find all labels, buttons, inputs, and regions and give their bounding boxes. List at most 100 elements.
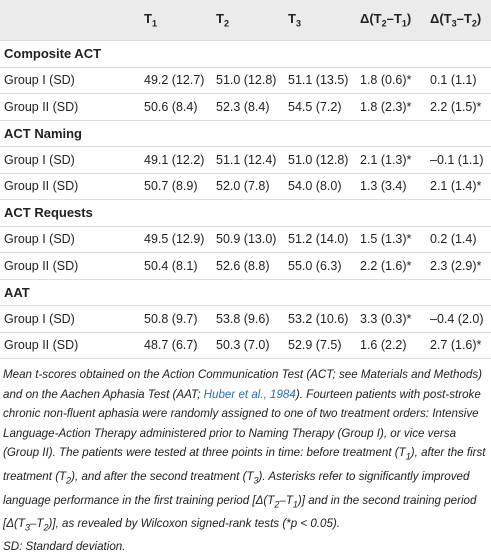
value-cell: 50.7 (8.9): [140, 173, 212, 200]
section-title: ACT Naming: [0, 120, 491, 147]
value-cell: 2.7 (1.6)*: [426, 332, 491, 359]
header-text: Δ(T: [430, 11, 452, 27]
value-cell: 55.0 (6.3): [284, 252, 356, 280]
caption-text: –T: [279, 493, 293, 507]
data-row: Group I (SD) 49.2 (12.7) 51.0 (12.8) 51.1 (…: [0, 67, 491, 94]
caption-text: Mean t-scores obtained on the Action Com…: [3, 368, 483, 401]
value-cell: 53.8 (9.6): [212, 305, 284, 333]
value-cell: 1.3 (3.4): [356, 173, 426, 200]
caption-text: )], as revealed by Wilcoxon signed-rank …: [48, 517, 341, 531]
value-cell: 51.1 (13.5): [284, 67, 356, 94]
subscript: 1: [401, 18, 407, 29]
row-label: Group II (SD): [0, 173, 140, 200]
value-cell: 49.2 (12.7): [140, 67, 212, 94]
section-row: ACT Requests: [0, 199, 491, 227]
section-row: AAT: [0, 279, 491, 306]
column-header: Δ(T3–T2): [426, 0, 491, 41]
value-cell: 0.1 (1.1): [426, 67, 491, 94]
row-label: Group II (SD): [0, 93, 140, 121]
value-cell: 1.8 (2.3)*: [356, 93, 426, 121]
header-text: ): [406, 11, 412, 27]
data-row: Group I (SD) 50.8 (9.7) 53.8 (9.6) 53.2 (10…: [0, 305, 491, 333]
results-table: T1 T2 T3 Δ(T2–T1) Δ(T3–T2) Composite ACT Grou…: [0, 0, 491, 359]
value-cell: 50.9 (13.0): [212, 226, 284, 253]
subscript: 1: [151, 18, 157, 29]
section-row: Composite ACT: [0, 40, 491, 68]
subscript: 1: [405, 451, 411, 462]
column-header: T2: [212, 0, 284, 41]
header-text: –T: [386, 11, 402, 27]
value-cell: –0.4 (2.0): [426, 305, 491, 333]
corner-cell: [0, 0, 140, 41]
row-label: Group I (SD): [0, 226, 140, 253]
caption: Mean t-scores obtained on the Action Com…: [0, 359, 491, 539]
table-body: Composite ACT Group I (SD) 49.2 (12.7) 51.0…: [0, 40, 491, 359]
section-title: AAT: [0, 279, 491, 306]
value-cell: 3.3 (0.3)*: [356, 305, 426, 333]
value-cell: 51.2 (14.0): [284, 226, 356, 253]
column-header: T3: [284, 0, 356, 41]
value-cell: 2.2 (1.6)*: [356, 252, 426, 280]
column-header: T1: [140, 0, 212, 41]
value-cell: 2.1 (1.4)*: [426, 173, 491, 200]
data-row: Group II (SD) 48.7 (6.7) 50.3 (7.0) 52.9 (7…: [0, 332, 491, 359]
value-cell: 49.1 (12.2): [140, 146, 212, 174]
value-cell: 2.3 (2.9)*: [426, 252, 491, 280]
section-row: ACT Naming: [0, 120, 491, 147]
value-cell: 52.3 (8.4): [212, 93, 284, 121]
row-label: Group I (SD): [0, 146, 140, 174]
header-text: T: [288, 11, 296, 27]
value-cell: 1.5 (1.3)*: [356, 226, 426, 253]
value-cell: 50.3 (7.0): [212, 332, 284, 359]
citation[interactable]: Huber et al., 1984: [203, 387, 296, 401]
value-cell: 54.5 (7.2): [284, 93, 356, 121]
value-cell: 52.9 (7.5): [284, 332, 356, 359]
subscript: 3: [451, 18, 457, 29]
section-title: Composite ACT: [0, 40, 491, 68]
value-cell: 53.2 (10.6): [284, 305, 356, 333]
value-cell: 48.7 (6.7): [140, 332, 212, 359]
value-cell: 54.0 (8.0): [284, 173, 356, 200]
value-cell: 50.6 (8.4): [140, 93, 212, 121]
data-row: Group II (SD) 50.6 (8.4) 52.3 (8.4) 54.5 (7…: [0, 93, 491, 121]
header-row: T1 T2 T3 Δ(T2–T1) Δ(T3–T2): [0, 0, 491, 41]
caption-text: ), and after the second treatment (T: [71, 469, 254, 483]
row-label: Group II (SD): [0, 252, 140, 280]
header-text: Δ(T: [360, 11, 382, 27]
subscript: 3: [253, 475, 259, 486]
row-label: Group I (SD): [0, 305, 140, 333]
data-row: Group I (SD) 49.1 (12.2) 51.1 (12.4) 51.0 (…: [0, 146, 491, 174]
value-cell: –0.1 (1.1): [426, 146, 491, 174]
header-text: –T: [456, 11, 472, 27]
header-text: ): [476, 11, 482, 27]
data-row: Group I (SD) 49.5 (12.9) 50.9 (13.0) 51.2 (…: [0, 226, 491, 253]
value-cell: 51.0 (12.8): [284, 146, 356, 174]
value-cell: 52.0 (7.8): [212, 173, 284, 200]
section-title: ACT Requests: [0, 199, 491, 227]
value-cell: 50.8 (9.7): [140, 305, 212, 333]
value-cell: 52.6 (8.8): [212, 252, 284, 280]
row-label: Group I (SD): [0, 67, 140, 94]
header-text: T: [216, 11, 224, 27]
value-cell: 50.4 (8.1): [140, 252, 212, 280]
data-row: Group II (SD) 50.7 (8.9) 52.0 (7.8) 54.0 (8…: [0, 173, 491, 200]
value-cell: 1.6 (2.2): [356, 332, 426, 359]
value-cell: 2.2 (1.5)*: [426, 93, 491, 121]
caption-text: ), after the first treatment (T: [3, 446, 486, 483]
caption-text: ). Fourteen patients with post-stroke ch…: [3, 387, 481, 460]
value-cell: 51.1 (12.4): [212, 146, 284, 174]
value-cell: 0.2 (1.4): [426, 226, 491, 253]
header-text: T: [144, 11, 152, 27]
value-cell: 51.0 (12.8): [212, 67, 284, 94]
subscript: 2: [223, 18, 229, 29]
data-row: Group II (SD) 50.4 (8.1) 52.6 (8.8) 55.0 (6…: [0, 252, 491, 280]
footnote: SD: Standard deviation.: [3, 540, 126, 554]
value-cell: 2.1 (1.3)*: [356, 146, 426, 174]
caption-text: –T: [29, 517, 44, 531]
subscript: 2: [66, 475, 72, 486]
subscript: 2: [381, 18, 387, 29]
row-label: Group II (SD): [0, 332, 140, 359]
subscript: 3: [295, 18, 301, 29]
value-cell: 49.5 (12.9): [140, 226, 212, 253]
